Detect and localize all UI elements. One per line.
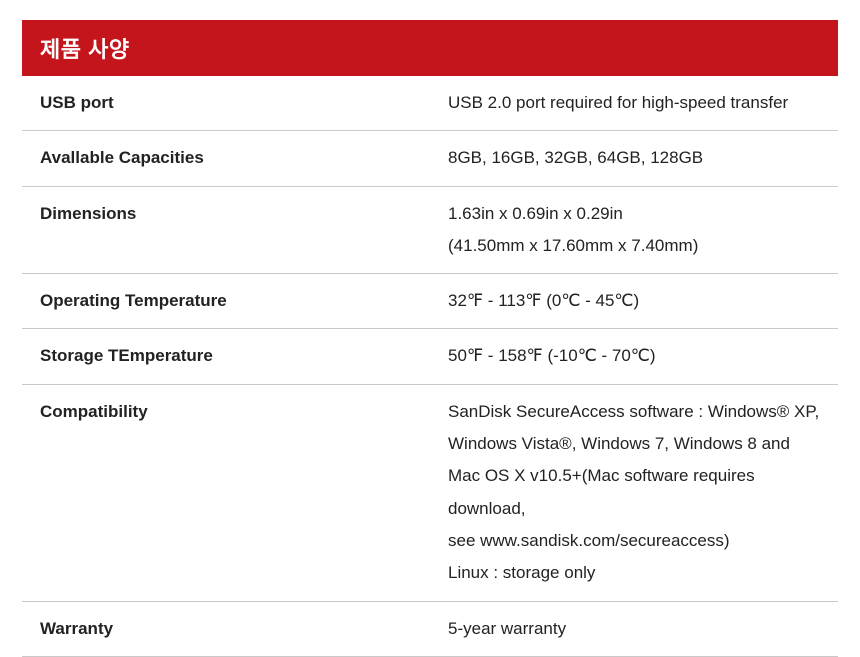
row-label: USB port [22,76,430,131]
row-label: Warranty [22,601,430,656]
row-label: Avallable Capacities [22,131,430,186]
row-label: Dimensions [22,186,430,274]
table-row: Compatibility SanDisk SecureAccess softw… [22,384,838,601]
table-row: Dimensions 1.63in x 0.69in x 0.29in (41.… [22,186,838,274]
table-row: USB port USB 2.0 port required for high-… [22,76,838,131]
row-label: Compatibility [22,384,430,601]
row-value: SanDisk SecureAccess software : Windows®… [430,384,838,601]
row-value: 8GB, 16GB, 32GB, 64GB, 128GB [430,131,838,186]
row-label: Storage TEmperature [22,329,430,384]
row-label: Operating Temperature [22,274,430,329]
row-value: USB 2.0 port required for high-speed tra… [430,76,838,131]
row-value: 32℉ - 113℉ (0℃ - 45℃) [430,274,838,329]
table-row: Operating Temperature 32℉ - 113℉ (0℃ - 4… [22,274,838,329]
spec-table: 제품 사양 USB port USB 2.0 port required for… [22,20,838,657]
row-value: 5-year warranty [430,601,838,656]
table-row: Avallable Capacities 8GB, 16GB, 32GB, 64… [22,131,838,186]
table-header: 제품 사양 [22,20,838,76]
row-value: 1.63in x 0.69in x 0.29in (41.50mm x 17.6… [430,186,838,274]
row-value: 50℉ - 158℉ (-10℃ - 70℃) [430,329,838,384]
table-row: Warranty 5-year warranty [22,601,838,656]
table-row: Storage TEmperature 50℉ - 158℉ (-10℃ - 7… [22,329,838,384]
